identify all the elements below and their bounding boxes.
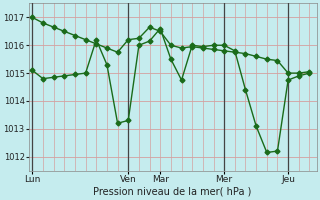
X-axis label: Pression niveau de la mer( hPa ): Pression niveau de la mer( hPa ): [93, 187, 252, 197]
